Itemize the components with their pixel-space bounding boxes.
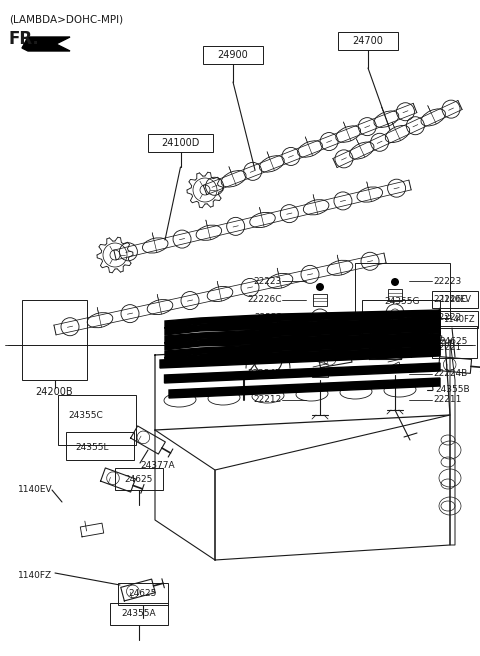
Bar bbox=[388, 289, 402, 301]
Polygon shape bbox=[165, 340, 440, 365]
Text: 1140EV: 1140EV bbox=[439, 295, 471, 304]
Text: 24355L: 24355L bbox=[75, 443, 108, 451]
Text: 22221: 22221 bbox=[433, 344, 461, 352]
Text: 22224B: 22224B bbox=[433, 369, 467, 379]
Bar bbox=[58, 395, 136, 445]
Text: 22222: 22222 bbox=[433, 314, 461, 323]
Bar bbox=[66, 432, 134, 460]
Bar bbox=[387, 366, 403, 372]
Text: 24900: 24900 bbox=[217, 50, 248, 60]
Circle shape bbox=[391, 278, 399, 286]
Circle shape bbox=[316, 283, 324, 291]
Bar bbox=[440, 311, 478, 328]
Text: 24355C: 24355C bbox=[68, 411, 103, 419]
Polygon shape bbox=[160, 348, 440, 368]
Text: (LAMBDA>DOHC-MPI): (LAMBDA>DOHC-MPI) bbox=[9, 14, 123, 24]
Text: 22224B: 22224B bbox=[248, 369, 282, 379]
Text: 24355B: 24355B bbox=[435, 386, 469, 394]
Text: 22226C: 22226C bbox=[248, 295, 282, 304]
Text: 22223: 22223 bbox=[254, 276, 282, 285]
Bar bbox=[355, 263, 450, 318]
Text: 22226C: 22226C bbox=[433, 295, 468, 304]
Text: 24355G: 24355G bbox=[384, 298, 420, 306]
Text: 24355A: 24355A bbox=[122, 609, 156, 619]
Text: 24355R: 24355R bbox=[384, 318, 419, 327]
Polygon shape bbox=[169, 378, 440, 398]
Bar bbox=[362, 300, 440, 335]
Text: 24625: 24625 bbox=[129, 590, 157, 598]
Text: FR.: FR. bbox=[9, 30, 39, 47]
Bar bbox=[313, 294, 327, 306]
Text: 39650: 39650 bbox=[253, 321, 282, 329]
Polygon shape bbox=[165, 310, 440, 335]
Text: 24200B: 24200B bbox=[36, 387, 73, 397]
Text: 22222: 22222 bbox=[254, 314, 282, 323]
Bar bbox=[432, 291, 478, 308]
Text: 1140FZ: 1140FZ bbox=[443, 316, 475, 325]
Text: 24700: 24700 bbox=[353, 36, 384, 46]
Text: 1140EV: 1140EV bbox=[18, 485, 53, 495]
Bar bbox=[203, 46, 263, 64]
Polygon shape bbox=[165, 325, 440, 350]
Bar bbox=[338, 32, 398, 50]
Bar bbox=[148, 134, 213, 152]
Polygon shape bbox=[22, 37, 70, 51]
Polygon shape bbox=[165, 363, 440, 383]
Text: 24377A: 24377A bbox=[140, 461, 175, 470]
Bar bbox=[110, 603, 168, 625]
Bar bbox=[432, 326, 477, 358]
Text: 24377A: 24377A bbox=[303, 323, 337, 331]
Text: 24625: 24625 bbox=[440, 337, 468, 346]
Text: 24625: 24625 bbox=[386, 335, 414, 344]
Text: 1140FZ: 1140FZ bbox=[18, 571, 52, 579]
Bar bbox=[115, 468, 163, 490]
Bar bbox=[22, 300, 87, 380]
Text: 22223: 22223 bbox=[433, 276, 461, 285]
Text: 22211: 22211 bbox=[433, 396, 461, 405]
Text: 22221: 22221 bbox=[254, 344, 282, 352]
Bar bbox=[118, 583, 168, 605]
Bar bbox=[370, 325, 430, 350]
Text: 22212: 22212 bbox=[254, 396, 282, 405]
Text: 24100D: 24100D bbox=[161, 138, 200, 148]
Text: 24625: 24625 bbox=[125, 474, 153, 483]
Bar bbox=[312, 371, 328, 377]
